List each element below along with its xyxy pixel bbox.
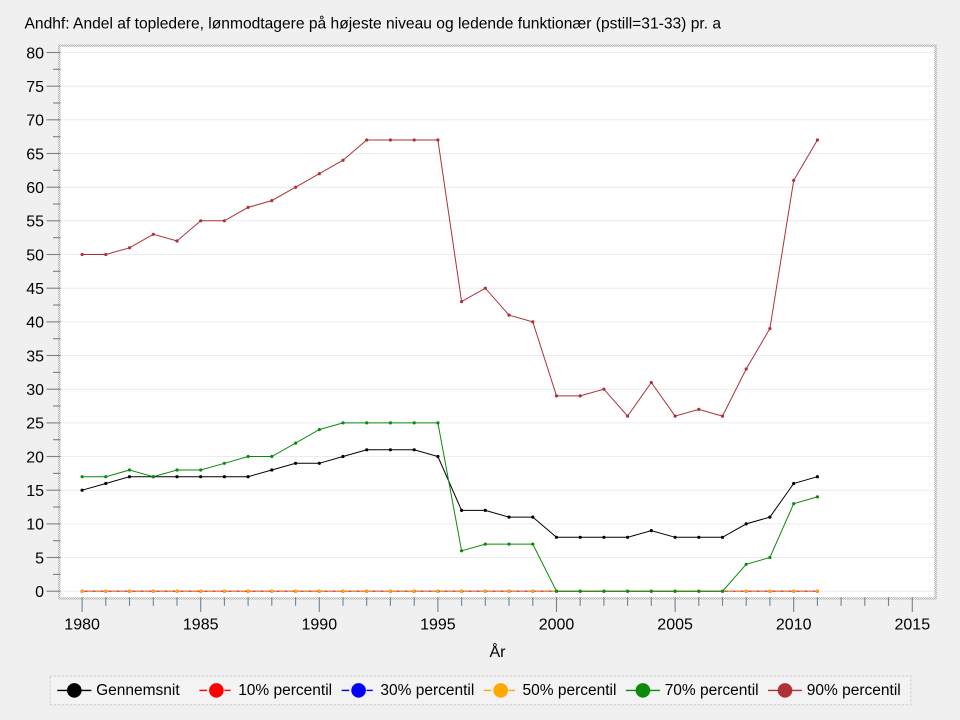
svg-text:40: 40 [26, 315, 44, 332]
svg-text:5: 5 [35, 550, 44, 567]
svg-text:55: 55 [26, 214, 44, 231]
svg-text:30: 30 [26, 382, 44, 399]
svg-text:35: 35 [26, 348, 44, 365]
svg-text:År: År [490, 642, 507, 661]
svg-text:Andhf: Andel af topledere, løn: Andhf: Andel af topledere, lønmodtagere … [25, 14, 722, 32]
svg-text:1995: 1995 [420, 617, 456, 634]
svg-text:0: 0 [35, 584, 44, 601]
svg-text:2000: 2000 [539, 617, 575, 634]
svg-text:2010: 2010 [776, 617, 812, 634]
svg-text:90% percentil: 90% percentil [807, 682, 901, 699]
svg-text:30% percentil: 30% percentil [380, 682, 474, 699]
svg-text:65: 65 [26, 146, 44, 163]
svg-text:1990: 1990 [302, 617, 338, 634]
svg-text:80: 80 [26, 45, 44, 62]
svg-text:1980: 1980 [64, 617, 100, 634]
svg-text:45: 45 [26, 281, 44, 298]
svg-text:2005: 2005 [657, 617, 693, 634]
svg-text:50% percentil: 50% percentil [523, 682, 617, 699]
svg-text:50: 50 [26, 247, 44, 264]
svg-text:25: 25 [26, 416, 44, 433]
svg-text:70: 70 [26, 113, 44, 130]
svg-text:1985: 1985 [183, 617, 219, 634]
svg-text:10% percentil: 10% percentil [238, 682, 332, 699]
svg-text:20: 20 [26, 449, 44, 466]
svg-text:2015: 2015 [895, 617, 931, 634]
svg-text:75: 75 [26, 79, 44, 96]
svg-text:10: 10 [26, 517, 44, 534]
svg-text:70% percentil: 70% percentil [665, 682, 759, 699]
svg-text:Gennemsnit: Gennemsnit [96, 682, 180, 699]
svg-text:15: 15 [26, 483, 44, 500]
svg-text:60: 60 [26, 180, 44, 197]
